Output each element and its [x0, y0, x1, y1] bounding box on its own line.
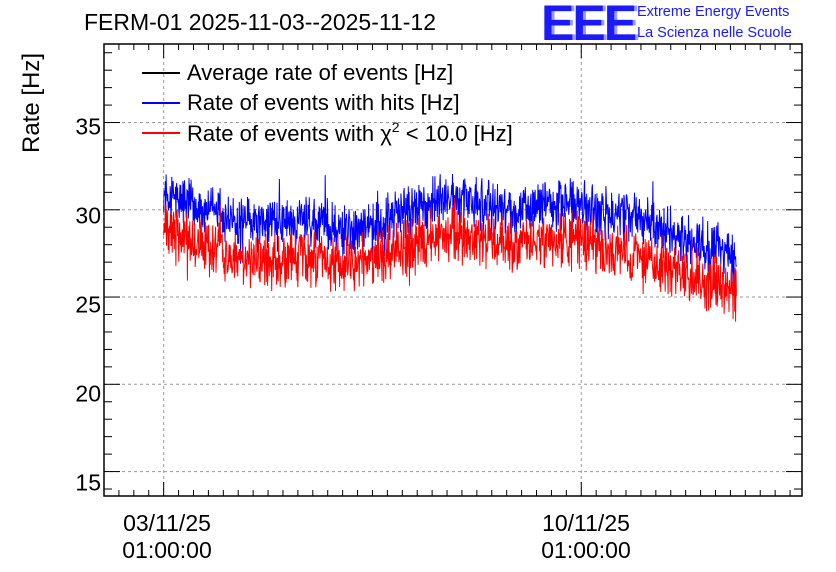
- legend-entry-average: Average rate of events [Hz]: [142, 60, 453, 86]
- legend-label: Average rate of events [Hz]: [187, 60, 454, 85]
- x-tick-label: 10/11/25 01:00:00: [541, 510, 631, 564]
- eee-logo: EEE: [541, 0, 637, 51]
- x-tick-date: 10/11/25: [542, 510, 630, 536]
- series-line-hits: [163, 173, 737, 284]
- logo-tagline-2: La Scienza nelle Scuole: [637, 25, 792, 41]
- legend-entry-chi2: Rate of events with χ2 < 10.0 [Hz]: [142, 119, 513, 146]
- x-tick-date: 03/11/25: [123, 510, 211, 536]
- x-tick-label: 03/11/25 01:00:00: [122, 510, 212, 564]
- x-tick-time: 01:00:00: [541, 537, 631, 563]
- axis-ticks: [103, 44, 802, 496]
- chart-title: FERM-01 2025-11-03--2025-11-12: [84, 9, 436, 35]
- legend-entry-hits: Rate of events with hits [Hz]: [142, 90, 460, 116]
- legend-swatch-black: [142, 72, 180, 74]
- legend-label: Rate of events with hits [Hz]: [187, 90, 460, 115]
- series-line-chi2: [163, 197, 737, 322]
- y-tick-label: 35: [75, 113, 101, 140]
- series-layer: [163, 173, 737, 322]
- y-tick-label: 20: [75, 380, 101, 407]
- y-axis-label: Rate [Hz]: [18, 52, 45, 154]
- y-tick-label: 30: [75, 202, 101, 229]
- legend-swatch-blue: [142, 102, 180, 104]
- x-tick-time: 01:00:00: [122, 537, 212, 563]
- legend-swatch-red: [142, 132, 180, 134]
- logo-tagline-1: Extreme Energy Events: [637, 4, 790, 20]
- plot-frame: [103, 43, 803, 497]
- y-tick-label: 15: [75, 469, 101, 496]
- legend-label: Rate of events with χ2 < 10.0 [Hz]: [187, 119, 513, 146]
- y-tick-label: 25: [75, 291, 101, 318]
